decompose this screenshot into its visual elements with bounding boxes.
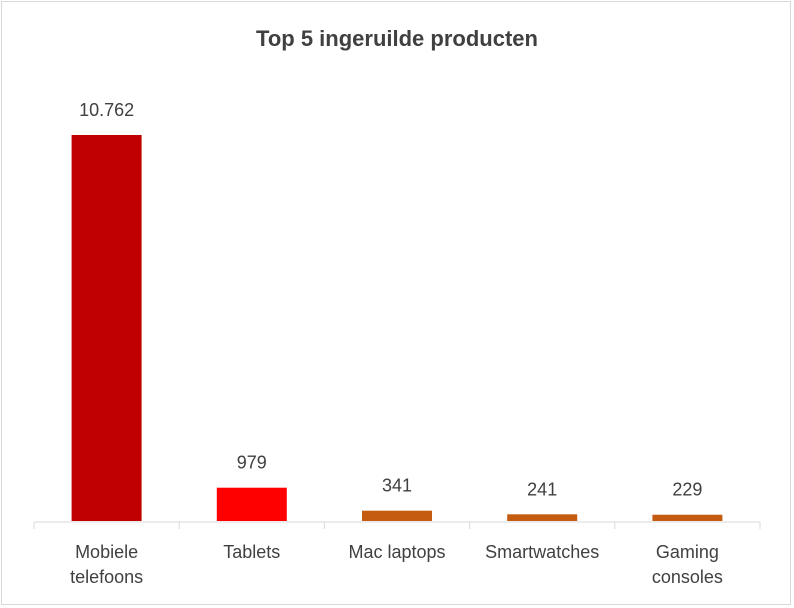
category-label-line: Mobiele <box>75 542 138 562</box>
bar-2 <box>360 508 434 523</box>
category-label-2: Mac laptops <box>348 542 445 562</box>
category-label-line: Smartwatches <box>485 542 599 562</box>
category-label-4: Gaming consoles <box>652 542 723 587</box>
data-label-1: 979 <box>237 453 267 473</box>
category-label-line: Mac laptops <box>348 542 445 562</box>
category-label-3: Smartwatches <box>485 542 599 562</box>
category-label-line: telefoons <box>70 567 143 587</box>
category-label-0: Mobiele telefoons <box>70 542 143 587</box>
bar-3 <box>505 512 580 523</box>
data-label-0: 10.762 <box>79 100 134 120</box>
data-label-3: 241 <box>527 479 557 499</box>
data-label-2: 341 <box>382 476 412 496</box>
category-label-1: Tablets <box>223 542 280 562</box>
bar-1 <box>214 485 289 523</box>
category-label-line: Gaming <box>656 542 719 562</box>
bar-4 <box>650 512 725 524</box>
bar-0 <box>69 133 144 523</box>
chart-title: Top 5 ingeruilde producten <box>256 26 538 51</box>
category-label-line: consoles <box>652 567 723 587</box>
data-label-4: 229 <box>672 480 702 500</box>
category-label-line: Tablets <box>223 542 280 562</box>
